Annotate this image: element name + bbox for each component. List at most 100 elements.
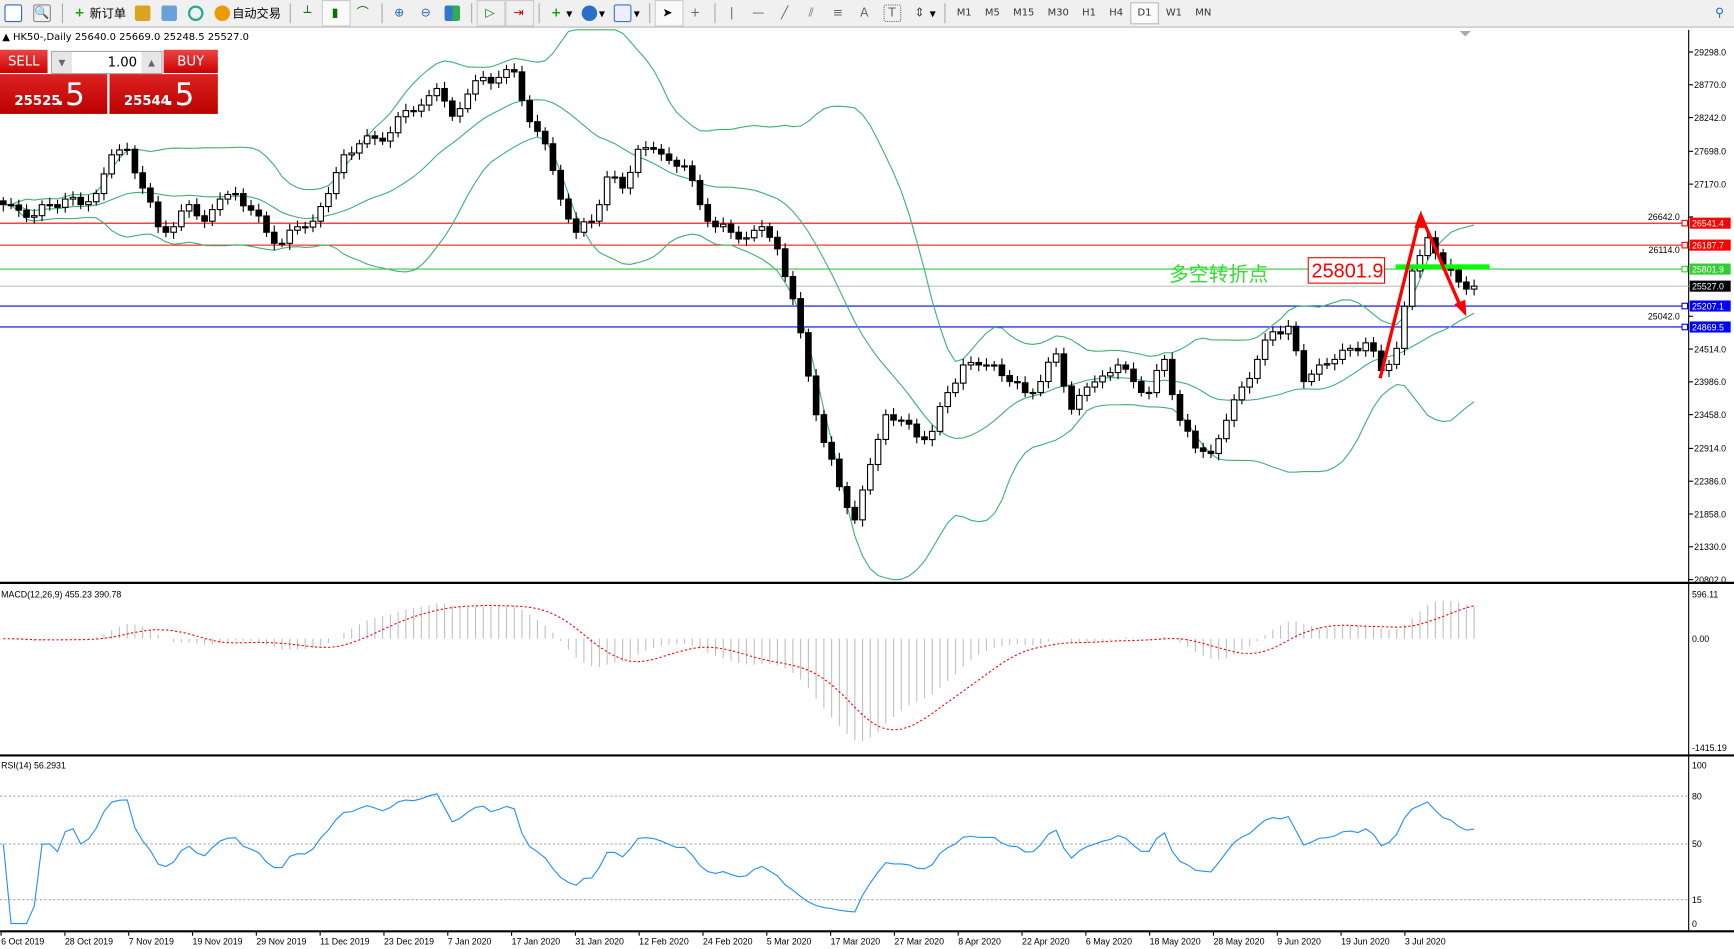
buy-price-button[interactable]: 25544 .5 [109, 74, 218, 114]
candle[interactable] [0, 200, 7, 206]
candle[interactable] [696, 179, 704, 206]
sell-button[interactable]: SELL [0, 49, 48, 73]
candle[interactable] [797, 298, 804, 334]
candle[interactable] [1254, 358, 1261, 380]
horizontal-line-button[interactable]: — [746, 1, 773, 25]
candle[interactable] [317, 205, 325, 222]
candle[interactable] [356, 143, 363, 154]
candle[interactable] [402, 110, 410, 118]
candle[interactable] [634, 148, 642, 174]
candle[interactable] [448, 100, 456, 117]
timeframe-w1[interactable]: W1 [1165, 7, 1183, 19]
timeframe-m1[interactable]: M1 [956, 7, 972, 19]
candle[interactable] [224, 193, 232, 200]
metaeditor-button[interactable] [130, 1, 157, 25]
candle[interactable] [1463, 281, 1470, 290]
candle[interactable] [572, 218, 580, 233]
candle[interactable] [820, 414, 828, 443]
candle[interactable] [1106, 372, 1114, 377]
candle[interactable] [1408, 270, 1416, 307]
candle[interactable] [116, 149, 123, 156]
candle[interactable] [1285, 325, 1292, 335]
candle[interactable] [418, 104, 425, 112]
candle[interactable] [193, 204, 201, 217]
candle[interactable] [1037, 380, 1044, 394]
candle[interactable] [928, 430, 936, 441]
candle[interactable] [263, 215, 270, 233]
candle[interactable] [650, 147, 657, 150]
candle[interactable] [828, 441, 835, 460]
auto-scroll-button[interactable]: ▷ [476, 0, 506, 27]
candle[interactable] [1176, 394, 1184, 421]
timeframe-d1[interactable]: D1 [1129, 2, 1160, 25]
candle[interactable] [1470, 285, 1478, 290]
candle[interactable] [348, 152, 355, 156]
candle[interactable] [750, 229, 758, 239]
candle[interactable] [627, 171, 634, 189]
candle[interactable] [1308, 373, 1315, 383]
buy-button[interactable]: BUY [163, 49, 218, 73]
candle[interactable] [278, 242, 286, 245]
timeframe-m30[interactable]: M30 [1047, 7, 1069, 19]
auto-trading-button[interactable]: 自动交易 [210, 1, 285, 25]
signals-button[interactable] [184, 1, 211, 25]
candle[interactable] [603, 176, 611, 206]
tile-windows-button[interactable] [440, 1, 467, 25]
candle[interactable] [526, 99, 534, 123]
candle[interactable] [309, 220, 317, 228]
candle[interactable] [1246, 377, 1253, 388]
candle[interactable] [479, 76, 487, 82]
candle[interactable] [983, 364, 990, 367]
candle[interactable] [565, 198, 572, 220]
level-handle[interactable] [1681, 302, 1689, 310]
candle[interactable] [1083, 386, 1091, 397]
timeframe-m5[interactable]: M5 [984, 7, 1000, 19]
candle[interactable] [85, 201, 92, 206]
candle[interactable] [805, 332, 812, 377]
candle[interactable] [611, 176, 619, 179]
candle[interactable] [1401, 305, 1408, 349]
candle[interactable] [301, 226, 309, 229]
candle[interactable] [247, 205, 255, 211]
candle[interactable] [1354, 347, 1362, 352]
terminal-button[interactable] [157, 1, 184, 25]
candle[interactable] [1060, 353, 1068, 387]
candle[interactable] [61, 198, 69, 208]
candle[interactable] [162, 226, 170, 233]
candle[interactable] [1006, 375, 1013, 383]
candle[interactable] [1416, 254, 1424, 272]
candle[interactable] [1331, 358, 1339, 365]
candle[interactable] [952, 382, 959, 394]
sell-price-button[interactable]: 25525 .5 [0, 74, 108, 114]
candle[interactable] [1215, 438, 1222, 455]
candle[interactable] [433, 87, 441, 97]
candle[interactable] [464, 93, 472, 110]
candle[interactable] [665, 153, 673, 161]
candle[interactable] [1014, 380, 1021, 384]
candle[interactable] [1184, 419, 1192, 432]
crosshair-button[interactable]: + [683, 1, 710, 25]
candle[interactable] [131, 148, 139, 174]
candle[interactable] [959, 364, 967, 384]
candle[interactable] [719, 223, 727, 228]
search-button[interactable]: ⚲ [1707, 1, 1734, 25]
candle[interactable] [77, 196, 85, 206]
chart-shift-button[interactable]: ⇥ [505, 0, 535, 27]
candle[interactable] [1153, 369, 1161, 394]
candle[interactable] [1346, 347, 1354, 351]
candle[interactable] [1385, 363, 1393, 372]
candle[interactable] [54, 204, 61, 208]
candle[interactable] [1207, 450, 1215, 455]
candle-chart-button[interactable]: ▮ [321, 0, 351, 27]
candle[interactable] [642, 147, 650, 150]
up-arrow-line[interactable] [1378, 216, 1422, 379]
candle[interactable] [46, 204, 54, 207]
candle[interactable] [371, 135, 379, 139]
level-handle[interactable] [1681, 265, 1689, 273]
equidistant-channel-button[interactable]: ⫽ [799, 1, 826, 25]
arrows-button[interactable]: ⇕ ▾ [907, 1, 940, 25]
down-arrow-line[interactable] [1419, 215, 1464, 311]
candle[interactable] [727, 223, 735, 233]
text-button[interactable]: A [852, 1, 879, 25]
